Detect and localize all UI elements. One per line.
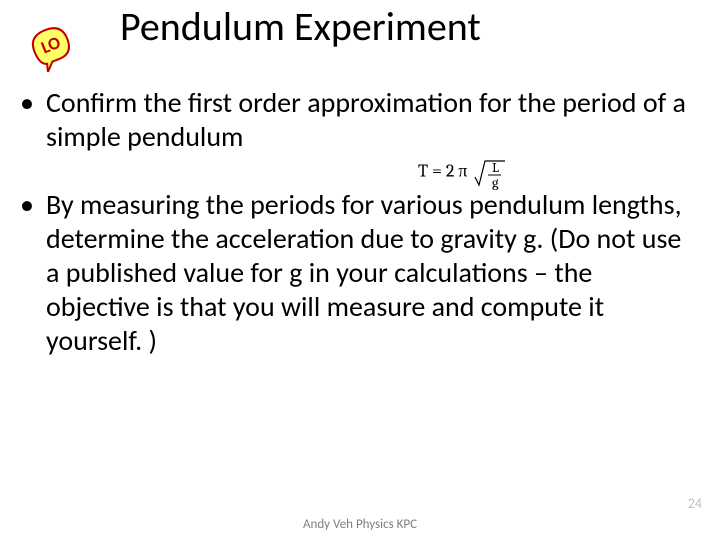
formula-lhs: T = 2 π	[418, 161, 467, 182]
formula-sqrt: L g	[473, 155, 507, 191]
formula-denominator: g	[492, 174, 499, 191]
bullet-text: Confirm the first order approximation fo…	[46, 86, 700, 154]
bullet-list: • Confirm the first order approximation …	[20, 86, 700, 392]
bullet-item: • By measuring the periods for various p…	[20, 188, 700, 358]
bullet-text: By measuring the periods for various pen…	[46, 188, 700, 358]
period-formula: T = 2 π L g	[418, 155, 507, 191]
bullet-item: • Confirm the first order approximation …	[20, 86, 700, 154]
lo-badge: LO	[28, 24, 76, 72]
page-number: 24	[688, 495, 702, 512]
footer-text: Andy Veh Physics KPC	[0, 517, 720, 532]
bullet-dot: •	[20, 188, 46, 222]
bullet-dot: •	[20, 86, 46, 120]
page-title: Pendulum Experiment	[120, 2, 481, 51]
